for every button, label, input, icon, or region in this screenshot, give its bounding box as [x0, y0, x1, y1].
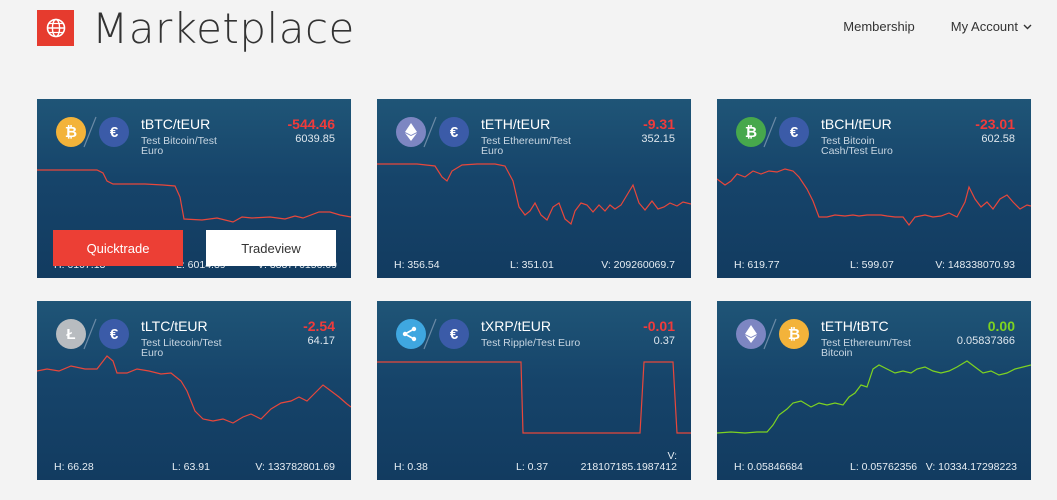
divider-slash [83, 116, 97, 148]
volume-value: V: 209260069.7 [601, 259, 675, 271]
high-value: H: 619.77 [734, 259, 780, 271]
pair-description: Test Bitcoin/Test Euro [141, 135, 217, 157]
price-change: -9.31 [643, 116, 675, 132]
price-change: -544.46 [287, 116, 335, 132]
pair-name: tBCH/tEUR [821, 116, 892, 132]
pair-description: Test Ripple/Test Euro [481, 337, 581, 349]
high-value: H: 356.54 [394, 259, 440, 271]
market-card-teth-teur[interactable]: € tETH/tEUR Test Ethereum/Test Euro -9.3… [377, 99, 691, 278]
pair-name: tBTC/tEUR [141, 116, 211, 132]
low-value: L: 0.05762356 [850, 461, 918, 473]
pair-description: Test Bitcoin Cash/Test Euro [821, 135, 893, 157]
volume-label: V: [667, 450, 677, 462]
last-price: 602.58 [981, 133, 1015, 145]
price-change: -0.01 [643, 318, 675, 334]
header: Marketplace Membership My Account [0, 0, 1057, 80]
high-value: H: 0.05846684 [734, 461, 803, 473]
ripple-icon [396, 319, 426, 349]
tradeview-button[interactable]: Tradeview [206, 230, 336, 266]
pair-description: Test Ethereum/Test Bitcoin [821, 337, 911, 359]
divider-slash [763, 318, 777, 350]
divider-slash [83, 318, 97, 350]
ethereum-icon [736, 319, 766, 349]
last-price: 6039.85 [295, 133, 335, 145]
chevron-down-icon [1023, 24, 1032, 29]
euro-icon: € [99, 117, 129, 147]
price-chart [377, 163, 691, 226]
pair-description: Test Litecoin/Test Euro [141, 337, 222, 359]
last-price: 0.37 [653, 335, 675, 347]
page-title: Marketplace [92, 4, 355, 53]
volume-value: V: 133782801.69 [255, 461, 335, 473]
top-nav: Membership My Account [843, 19, 1032, 34]
bitcoin-icon: ₿ [779, 319, 809, 349]
last-price: 0.05837366 [956, 335, 1015, 347]
litecoin-icon: Ł [56, 319, 86, 349]
pair-name: tXRP/tEUR [481, 318, 552, 334]
my-account-menu[interactable]: My Account [951, 19, 1032, 34]
volume-value: V: 10334.17298223 [925, 461, 1017, 473]
price-chart [717, 360, 1031, 434]
euro-icon: € [779, 117, 809, 147]
pair-name: tLTC/tEUR [141, 318, 208, 334]
membership-label: Membership [843, 19, 915, 34]
divider-slash [423, 116, 437, 148]
globe-logo-icon[interactable] [37, 10, 74, 46]
high-value: H: 66.28 [54, 461, 94, 473]
price-change: 0.00 [987, 318, 1015, 334]
membership-link[interactable]: Membership [843, 19, 915, 34]
market-card-txrp-teur[interactable]: € tXRP/tEUR Test Ripple/Test Euro -0.01 … [377, 301, 691, 480]
pair-description: Test Ethereum/Test Euro [481, 135, 571, 157]
volume-value: V: 148338070.93 [935, 259, 1015, 271]
market-card-tbtc-teur[interactable]: ₿ € tBTC/tEUR Test Bitcoin/Test Euro -54… [37, 99, 351, 278]
ethereum-icon [396, 117, 426, 147]
low-value: L: 599.07 [850, 259, 894, 271]
low-value: L: 351.01 [510, 259, 554, 271]
price-chart [37, 355, 351, 424]
my-account-label: My Account [950, 19, 1018, 34]
last-price: 352.15 [641, 133, 675, 145]
price-change: -2.54 [303, 318, 335, 334]
pair-name: tETH/tEUR [481, 116, 551, 132]
euro-icon: € [439, 117, 469, 147]
bitcoin-icon: ₿ [56, 117, 86, 147]
price-chart [377, 361, 691, 434]
price-chart [37, 169, 351, 223]
low-value: L: 63.91 [172, 461, 210, 473]
price-change: -23.01 [975, 116, 1015, 132]
divider-slash [423, 318, 437, 350]
last-price: 64.17 [307, 335, 335, 347]
market-card-tbch-teur[interactable]: ₿ € tBCH/tEUR Test Bitcoin Cash/Test Eur… [717, 99, 1031, 278]
divider-slash [763, 116, 777, 148]
price-chart [717, 168, 1031, 226]
euro-icon: € [439, 319, 469, 349]
market-card-teth-tbtc[interactable]: ₿ tETH/tBTC Test Ethereum/Test Bitcoin 0… [717, 301, 1031, 480]
low-value: L: 0.37 [516, 461, 549, 473]
market-card-tltc-teur[interactable]: Ł € tLTC/tEUR Test Litecoin/Test Euro -2… [37, 301, 351, 480]
high-value: H: 0.38 [394, 461, 428, 473]
bitcoin-cash-icon: ₿ [736, 117, 766, 147]
quicktrade-button[interactable]: Quicktrade [53, 230, 183, 266]
pair-name: tETH/tBTC [821, 318, 889, 334]
volume-value: 218107185.1987412 [580, 461, 677, 473]
euro-icon: € [99, 319, 129, 349]
